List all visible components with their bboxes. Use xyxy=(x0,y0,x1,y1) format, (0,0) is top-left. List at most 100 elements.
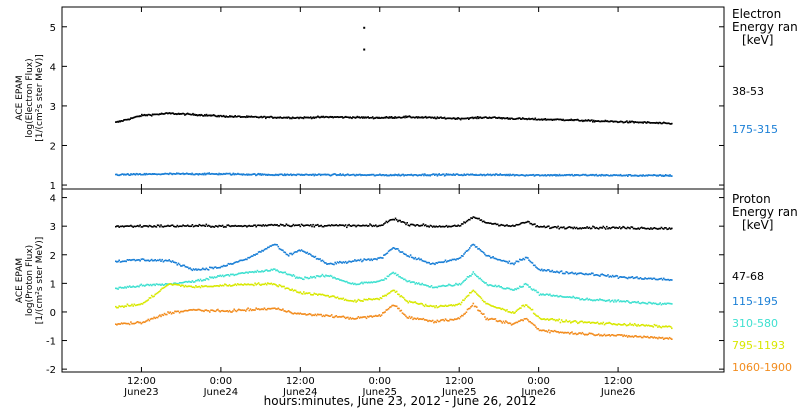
data-point xyxy=(139,173,141,175)
data-point xyxy=(211,172,213,175)
data-point xyxy=(283,173,286,175)
data-point xyxy=(260,174,263,176)
data-point xyxy=(154,259,156,261)
data-point xyxy=(175,283,177,286)
data-point xyxy=(226,310,228,312)
data-point xyxy=(552,118,555,121)
data-point xyxy=(444,225,447,228)
data-point xyxy=(507,118,510,120)
data-point xyxy=(198,280,201,282)
data-point xyxy=(668,227,671,229)
data-point xyxy=(278,284,281,286)
data-point xyxy=(303,313,305,315)
data-point xyxy=(535,326,537,328)
data-point xyxy=(117,225,119,227)
data-point xyxy=(585,333,587,336)
data-point xyxy=(337,316,340,318)
data-point xyxy=(200,280,203,282)
data-point xyxy=(135,172,138,175)
data-point xyxy=(544,269,547,272)
data-point xyxy=(427,285,429,287)
data-point xyxy=(395,290,398,293)
data-point xyxy=(668,336,671,339)
data-point xyxy=(303,225,305,227)
data-point xyxy=(121,305,124,307)
data-point xyxy=(586,174,589,177)
data-point xyxy=(150,225,153,228)
data-point xyxy=(433,262,435,265)
data-point xyxy=(360,116,362,119)
data-point xyxy=(195,268,197,270)
data-point xyxy=(670,123,672,125)
data-point xyxy=(404,116,406,119)
data-point xyxy=(143,113,146,116)
data-point xyxy=(271,174,273,176)
data-point xyxy=(197,225,199,227)
data-point xyxy=(568,272,571,275)
data-point xyxy=(144,173,147,176)
data-point xyxy=(476,217,478,220)
data-point xyxy=(296,251,298,253)
data-point xyxy=(512,173,515,176)
data-point xyxy=(590,119,592,122)
data-point xyxy=(279,248,282,251)
data-point xyxy=(197,278,199,281)
data-point xyxy=(470,275,472,277)
data-point xyxy=(611,299,614,302)
data-point xyxy=(166,259,168,262)
data-point xyxy=(155,173,157,175)
data-point xyxy=(457,284,459,286)
data-point xyxy=(527,319,529,321)
data-point xyxy=(293,289,296,291)
data-point xyxy=(510,312,513,314)
data-point xyxy=(380,257,383,259)
data-point xyxy=(360,174,362,177)
data-point xyxy=(144,321,146,323)
data-point xyxy=(318,116,321,119)
data-point xyxy=(124,286,126,288)
data-point xyxy=(604,119,607,122)
data-point xyxy=(153,259,155,262)
data-point xyxy=(450,318,453,321)
data-point xyxy=(168,112,171,114)
data-point xyxy=(498,116,501,119)
data-point xyxy=(538,226,541,228)
data-point xyxy=(164,283,167,285)
data-point xyxy=(492,305,494,307)
data-point xyxy=(379,117,381,119)
data-point xyxy=(514,322,516,324)
data-point xyxy=(180,285,182,287)
data-point xyxy=(199,114,201,117)
data-point xyxy=(520,118,522,120)
x-tick-time: 0:00 xyxy=(527,376,549,387)
data-point xyxy=(332,295,334,297)
data-point xyxy=(430,117,432,119)
data-point xyxy=(377,298,379,300)
data-point xyxy=(276,173,279,176)
data-point xyxy=(447,305,449,307)
data-point xyxy=(282,117,284,119)
data-point xyxy=(487,303,490,305)
data-point xyxy=(176,284,179,286)
data-point xyxy=(222,264,225,267)
data-point xyxy=(593,299,595,301)
data-point xyxy=(436,226,439,228)
data-point xyxy=(249,225,252,227)
data-point xyxy=(407,280,410,283)
data-point xyxy=(387,116,389,119)
data-point xyxy=(334,315,336,318)
data-point xyxy=(460,173,463,176)
data-point xyxy=(184,225,187,227)
data-point xyxy=(457,258,459,260)
data-point xyxy=(638,277,641,280)
data-point xyxy=(249,173,252,176)
data-point xyxy=(489,257,492,259)
data-point xyxy=(550,118,553,121)
data-point xyxy=(458,225,461,227)
data-point xyxy=(632,277,635,280)
data-point xyxy=(491,317,493,320)
data-point xyxy=(213,285,216,287)
data-point xyxy=(490,174,493,177)
data-point xyxy=(196,114,199,117)
data-point xyxy=(258,116,261,119)
